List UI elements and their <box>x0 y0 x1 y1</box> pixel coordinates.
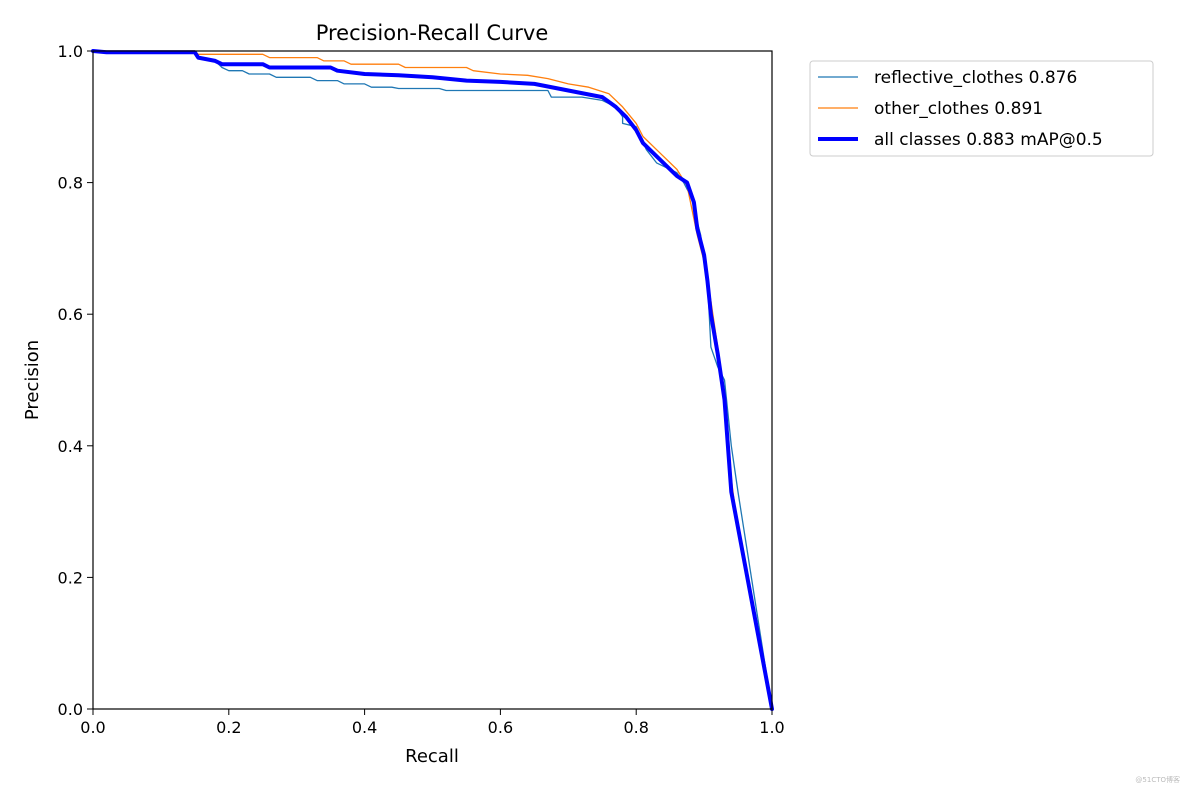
y-tick-label: 0.2 <box>58 568 83 587</box>
legend-box <box>809 60 1154 157</box>
series-layer <box>91 49 774 711</box>
x-tick-label: 1.0 <box>759 718 784 737</box>
watermark: @51CTO博客 <box>1135 775 1180 784</box>
series-line-0 <box>92 50 773 710</box>
legend-label-0: reflective_clothes 0.876 <box>874 68 1077 88</box>
y-tick-label: 1.0 <box>58 42 83 61</box>
x-tick-label: 0.6 <box>488 718 513 737</box>
plot-frame <box>92 50 773 710</box>
y-tick-label: 0.0 <box>58 700 83 719</box>
x-axis-label: Recall <box>405 746 459 767</box>
legend-label-2: all classes 0.883 mAP@0.5 <box>874 130 1103 150</box>
legend: reflective_clothes 0.876 other_clothes 0.… <box>809 60 1154 157</box>
chart-title: Precision-Recall Curve <box>316 21 549 45</box>
series-line-2 <box>91 49 774 711</box>
x-tick-label: 0.4 <box>352 718 377 737</box>
y-tick-label: 0.8 <box>58 174 83 193</box>
x-axis: 0.0 0.2 0.4 0.6 0.8 1.0 <box>80 709 785 737</box>
x-tick-label: 0.2 <box>216 718 241 737</box>
y-axis: 0.0 0.2 0.4 0.6 0.8 1.0 <box>58 42 93 719</box>
legend-label-1: other_clothes 0.891 <box>874 99 1043 119</box>
y-tick-label: 0.4 <box>58 437 83 456</box>
x-tick-label: 0.8 <box>623 718 648 737</box>
series-line-1 <box>92 50 773 710</box>
y-tick-label: 0.6 <box>58 305 83 324</box>
y-axis-label: Precision <box>22 340 43 420</box>
x-tick-label: 0.0 <box>80 718 105 737</box>
